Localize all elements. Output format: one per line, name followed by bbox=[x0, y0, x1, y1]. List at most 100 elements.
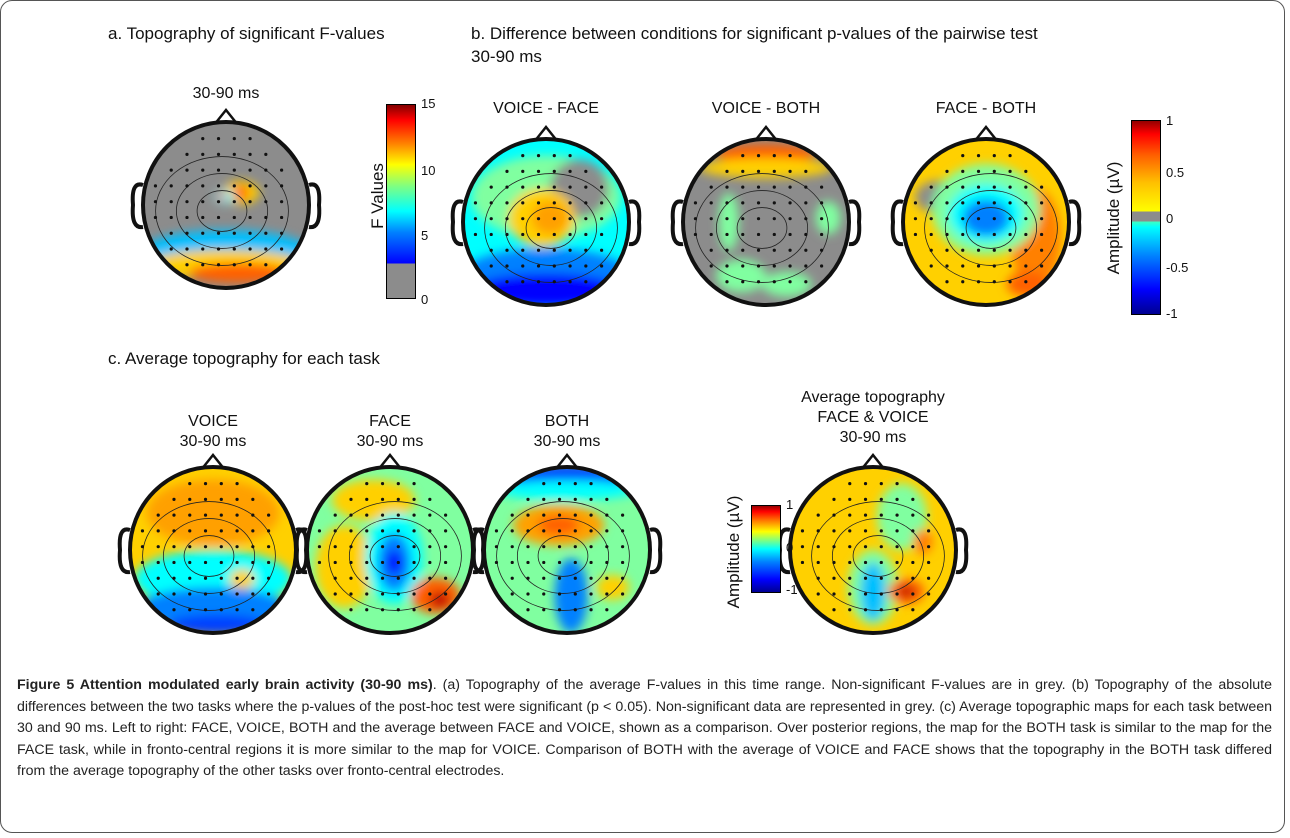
electrode-dot bbox=[820, 264, 824, 268]
electrode-dot bbox=[521, 217, 525, 221]
f-tick-5: 5 bbox=[421, 228, 429, 243]
electrode-dot bbox=[510, 576, 514, 580]
contour-line bbox=[504, 190, 598, 266]
electrode-dot bbox=[444, 529, 448, 533]
electrode-dot bbox=[412, 608, 416, 612]
electrode-dot bbox=[927, 513, 931, 517]
electrode-dot bbox=[756, 264, 761, 268]
electrode-dot bbox=[961, 201, 965, 205]
electrode-dot bbox=[584, 217, 588, 221]
amp-b-tick-neg-0-5: -0.5 bbox=[1166, 260, 1189, 275]
electrode-dot bbox=[816, 513, 820, 517]
electrode-dot bbox=[201, 168, 205, 172]
voice-face-diff-map bbox=[449, 124, 643, 319]
electrode-dot bbox=[788, 154, 792, 158]
electrode-dot bbox=[911, 592, 915, 596]
electrode-dot bbox=[568, 169, 572, 173]
electrode-dot bbox=[992, 185, 996, 189]
electrode-dot bbox=[605, 576, 609, 580]
electrode-dot bbox=[219, 497, 223, 501]
electrode-dot bbox=[848, 513, 852, 517]
electrode-dot bbox=[235, 497, 239, 501]
electrode-dot bbox=[1024, 217, 1028, 221]
amplitude-colorbar-c bbox=[751, 505, 781, 593]
electrode-dot bbox=[235, 592, 239, 596]
electrode-dot bbox=[961, 217, 965, 221]
electrode-dot bbox=[172, 608, 176, 612]
electrode-dot bbox=[219, 529, 223, 533]
electrode-dot bbox=[428, 560, 432, 565]
electrode-dot bbox=[741, 248, 745, 252]
electrode-dot bbox=[961, 248, 965, 252]
electrode-dot bbox=[976, 217, 981, 221]
electrode-dot bbox=[621, 529, 625, 533]
electrode-dot bbox=[848, 560, 852, 565]
electrode-dot bbox=[248, 184, 252, 188]
head-outline bbox=[681, 137, 851, 307]
activity-region bbox=[229, 569, 255, 590]
electrode-dot bbox=[536, 201, 541, 205]
electrode-dot bbox=[169, 231, 173, 235]
electrode-dot bbox=[412, 482, 416, 486]
electrode-dot bbox=[365, 529, 369, 533]
electrode-dot bbox=[557, 513, 562, 517]
electrode-dot bbox=[248, 231, 252, 235]
electrode-dot bbox=[169, 200, 173, 204]
electrode-dot bbox=[772, 264, 776, 268]
electrode-dot bbox=[1024, 185, 1028, 189]
electrode-dot bbox=[267, 576, 271, 580]
electrode-dot bbox=[333, 592, 337, 596]
electrode-dot bbox=[589, 497, 593, 501]
contour-line bbox=[348, 518, 442, 594]
electrode-dot bbox=[945, 248, 949, 252]
electrode-dot bbox=[863, 497, 868, 501]
electrode-dot bbox=[201, 231, 205, 235]
electrode-dot bbox=[542, 513, 546, 517]
electrode-dot bbox=[804, 169, 808, 173]
electrode-dot bbox=[573, 545, 577, 549]
electrode-dot bbox=[788, 264, 792, 268]
electrode-dot bbox=[396, 576, 400, 580]
electrode-dot bbox=[203, 592, 208, 596]
electrode-dot bbox=[621, 592, 625, 596]
electrode-dot bbox=[804, 248, 808, 252]
electrode-dot bbox=[169, 215, 173, 220]
electrode-dot bbox=[219, 576, 223, 580]
electrode-dot bbox=[832, 576, 836, 580]
contour-line bbox=[715, 190, 809, 266]
electrode-dot bbox=[185, 200, 189, 204]
electrode-dot bbox=[267, 529, 271, 533]
electrode-dot bbox=[333, 529, 337, 533]
electrode-dot bbox=[201, 152, 205, 156]
electrode-dot bbox=[203, 576, 208, 580]
electrode-dot bbox=[589, 560, 593, 565]
electrode-dot bbox=[201, 263, 205, 267]
electrode-dot bbox=[584, 185, 588, 189]
electrode-dot bbox=[848, 545, 852, 549]
electrode-dot bbox=[489, 201, 493, 205]
electrode-dot bbox=[804, 264, 808, 268]
contour-line bbox=[183, 535, 235, 577]
electrode-dot bbox=[552, 185, 556, 189]
ear-outline bbox=[848, 199, 862, 247]
electrode-dot bbox=[573, 592, 577, 596]
electrode-dot bbox=[1008, 248, 1012, 252]
electrode-dot bbox=[188, 545, 192, 549]
electrode-dot bbox=[169, 184, 173, 188]
electrode-dot bbox=[895, 560, 899, 565]
electrode-dot bbox=[201, 184, 205, 188]
electrode-dot bbox=[709, 232, 713, 237]
electrode-dot bbox=[188, 529, 192, 533]
electrode-dot bbox=[832, 592, 836, 596]
panel-b-map-title-1: VOICE - FACE bbox=[493, 100, 599, 117]
electrode-dot bbox=[929, 248, 933, 252]
electrode-dot bbox=[772, 280, 776, 284]
electrode-dot bbox=[600, 248, 604, 252]
electrode-dot bbox=[756, 185, 761, 189]
panel-b-timerange: 30-90 ms bbox=[471, 47, 542, 66]
electrode-dot bbox=[216, 168, 221, 172]
electrode-dot bbox=[536, 280, 541, 284]
ear-outline bbox=[308, 182, 322, 230]
electrode-dot bbox=[428, 497, 432, 501]
electrode-dot bbox=[772, 232, 776, 237]
